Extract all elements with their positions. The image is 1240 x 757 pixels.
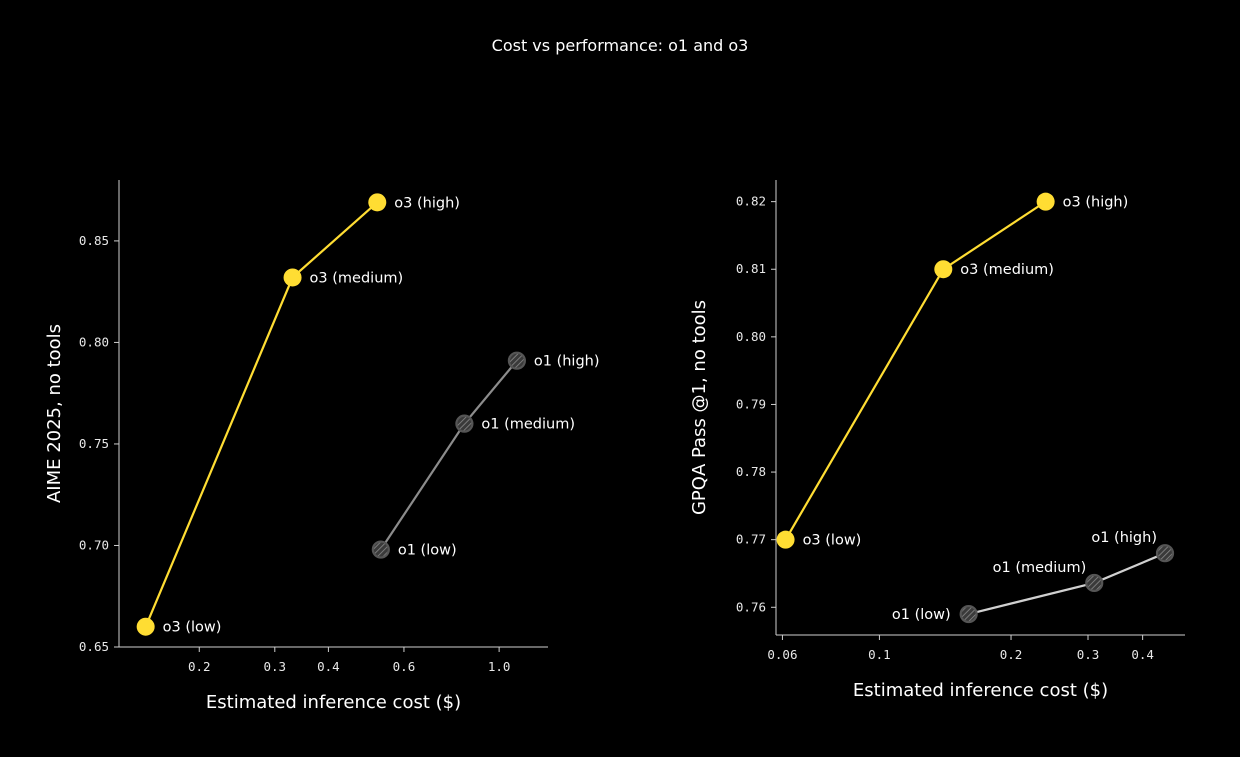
data-point-o1	[1085, 573, 1104, 593]
series-line-o3	[144, 201, 379, 628]
x-tick-label: 0.06	[767, 647, 797, 662]
data-point-o3	[934, 260, 953, 279]
y-tick-label: 0.65	[79, 639, 109, 654]
data-point-o1	[507, 351, 526, 370]
y-tick-label: 0.77	[736, 532, 766, 547]
data-label: o3 (medium)	[310, 270, 404, 286]
y-tick-label: 0.81	[736, 261, 766, 276]
data-label: o1 (high)	[534, 354, 600, 370]
data-point-o3	[1036, 192, 1055, 211]
y-axis-title: GPQA Pass @1, no tools	[689, 300, 710, 515]
y-tick-label: 0.70	[79, 537, 109, 552]
data-label: o1 (low)	[398, 543, 457, 559]
x-tick-label: 0.2	[188, 659, 211, 674]
data-label: o3 (low)	[163, 620, 222, 636]
page-title: Cost vs performance: o1 and o3	[491, 36, 749, 55]
data-point-o1	[1155, 544, 1175, 563]
y-tick-label: 0.79	[736, 396, 766, 411]
data-label: o1 (medium)	[481, 417, 575, 433]
y-tick-label: 0.80	[736, 329, 766, 344]
series-line-o1	[379, 360, 518, 551]
gpqa-chart: 0.76 0.77 0.78 0.79 0.80 0.81 0.82 0.06 0.1 0.2 0.…	[689, 180, 1185, 701]
y-tick-label: 0.75	[79, 436, 109, 451]
data-label: o3 (high)	[1063, 195, 1129, 211]
data-point-o3	[283, 268, 302, 287]
x-axis-title: Estimated inference cost ($)	[206, 692, 461, 713]
data-point-o1	[455, 414, 474, 433]
data-point-o1	[371, 540, 390, 559]
data-label: o1 (medium)	[993, 560, 1087, 576]
x-tick-label: 0.6	[393, 659, 416, 674]
data-label: o3 (low)	[803, 533, 862, 549]
data-point-o3	[776, 530, 795, 549]
x-tick-label: 0.4	[1131, 647, 1154, 662]
x-tick-label: 0.3	[264, 659, 287, 674]
y-tick-label: 0.85	[79, 233, 109, 248]
x-tick-label: 0.2	[1000, 647, 1023, 662]
y-tick-label: 0.78	[736, 464, 766, 479]
data-label: o1 (low)	[892, 607, 951, 623]
data-point-o1	[959, 604, 978, 624]
data-label: o3 (medium)	[960, 262, 1054, 278]
x-axis-title: Estimated inference cost ($)	[853, 680, 1108, 701]
y-tick-label: 0.76	[736, 599, 766, 614]
data-point-o3	[368, 193, 387, 212]
data-label: o3 (high)	[394, 195, 460, 211]
series-line-o3	[784, 200, 1047, 541]
aime-chart: 0.65 0.70 0.75 0.80 0.85 0.2 0.3 0.4 0.6 1.0 Estim…	[44, 180, 600, 713]
data-point-o3	[136, 617, 155, 636]
y-tick-label: 0.82	[736, 194, 766, 209]
y-axis-title: AIME 2025, no tools	[44, 324, 65, 503]
data-label: o1 (high)	[1091, 530, 1157, 546]
y-tick-label: 0.80	[79, 334, 109, 349]
x-tick-label: 1.0	[488, 659, 511, 674]
x-tick-label: 0.3	[1077, 647, 1100, 662]
x-tick-label: 0.1	[868, 647, 891, 662]
x-tick-label: 0.4	[317, 659, 340, 674]
